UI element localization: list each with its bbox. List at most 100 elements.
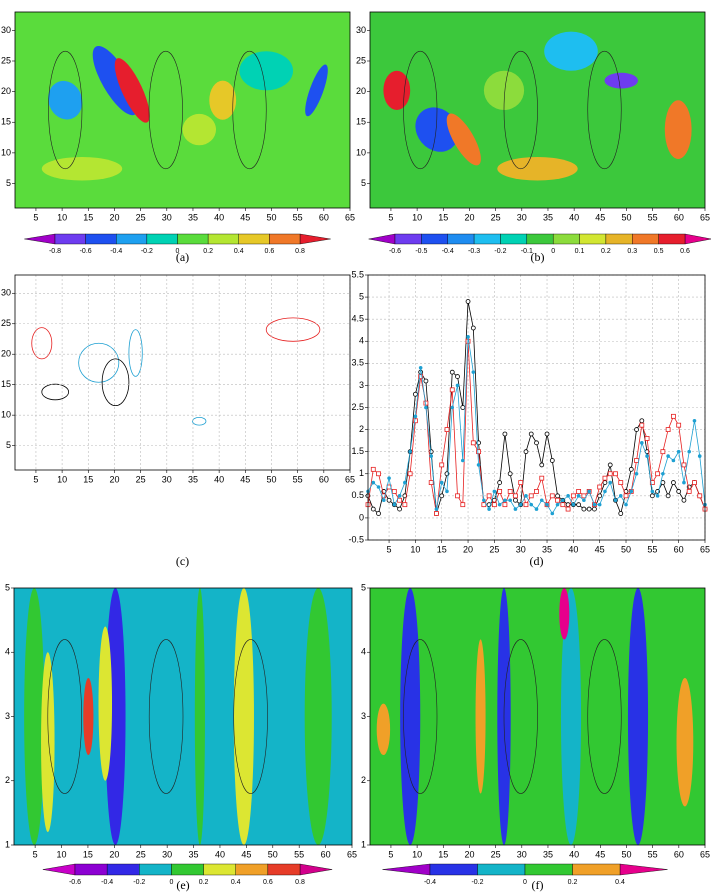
marker xyxy=(603,489,607,494)
marker xyxy=(370,506,376,512)
field-region xyxy=(24,588,45,845)
marker xyxy=(518,502,523,507)
colorbar-end xyxy=(684,233,711,245)
x-tick-label: 65 xyxy=(345,474,355,484)
contour-line xyxy=(503,639,538,794)
x-tick-label: 55 xyxy=(294,849,304,859)
y-tick-label: 1 xyxy=(361,839,366,849)
marker xyxy=(507,489,513,494)
y-tick-label: 15 xyxy=(356,117,366,127)
marker xyxy=(439,480,444,485)
marker xyxy=(429,454,433,458)
x-tick-label: 55 xyxy=(648,849,658,859)
contour-line xyxy=(192,416,207,426)
colorbar-label: 0.4 xyxy=(615,879,625,886)
marker xyxy=(528,431,534,437)
marker xyxy=(534,440,539,446)
colorbar-label: -0.5 xyxy=(415,248,427,255)
marker xyxy=(650,489,655,494)
colorbar-segment xyxy=(421,233,448,245)
x-tick-label: 50 xyxy=(266,212,276,222)
colorbar-label: -0.4 xyxy=(110,248,122,255)
x-tick-label: 30 xyxy=(162,474,172,484)
field-region xyxy=(560,588,582,845)
colorbar-segment xyxy=(526,233,554,245)
marker xyxy=(682,480,686,485)
colorbar-segment xyxy=(146,233,178,245)
marker xyxy=(634,427,639,432)
y-tick-label: 30 xyxy=(356,25,366,35)
x-tick-label: 25 xyxy=(136,849,146,859)
marker xyxy=(370,466,376,472)
marker xyxy=(697,493,703,499)
marker xyxy=(524,494,528,498)
marker xyxy=(491,502,497,508)
marker xyxy=(471,370,476,374)
y-tick-label: 20 xyxy=(356,86,366,96)
x-tick-label: 55 xyxy=(293,474,303,484)
x-tick-label: 30 xyxy=(517,849,527,859)
marker xyxy=(681,462,687,468)
marker xyxy=(634,471,639,476)
marker xyxy=(402,502,408,508)
colorbar-label: -0.6 xyxy=(389,248,401,255)
marker xyxy=(408,449,412,454)
colorbar-label: 0.2 xyxy=(568,879,578,886)
plot-frame xyxy=(369,587,706,846)
colorbar-end xyxy=(42,863,76,876)
x-tick-label: 65 xyxy=(700,849,710,859)
x-tick-label: 10 xyxy=(412,212,422,222)
field-region xyxy=(305,64,328,117)
marker xyxy=(576,494,581,498)
colorbar-segment xyxy=(54,233,86,245)
marker xyxy=(607,462,613,468)
colorbar-label: 0.8 xyxy=(295,879,305,886)
x-tick-label: 30 xyxy=(162,212,172,222)
marker xyxy=(508,498,512,503)
marker xyxy=(623,493,629,499)
marker xyxy=(581,493,587,499)
x-tick-label: 10 xyxy=(57,474,67,484)
marker xyxy=(602,475,608,481)
y-tick-label: 25 xyxy=(1,318,11,328)
marker xyxy=(418,365,423,370)
y-tick-label: 2.5 xyxy=(351,402,364,412)
x-tick-label: 65 xyxy=(700,212,710,222)
contour-line xyxy=(148,639,184,794)
marker xyxy=(481,502,487,508)
x-tick-label: 5 xyxy=(388,212,393,222)
field-region xyxy=(497,157,578,181)
marker xyxy=(497,480,503,485)
marker xyxy=(428,480,434,485)
marker xyxy=(397,494,402,498)
marker xyxy=(676,422,682,428)
colorbar-label: -0.6 xyxy=(69,879,81,886)
marker xyxy=(470,325,476,331)
marker xyxy=(482,498,486,503)
marker xyxy=(671,480,676,485)
marker xyxy=(455,383,460,388)
caption: (f) xyxy=(532,878,544,892)
colorbar-label: 0.1 xyxy=(575,248,585,255)
x-tick-label: 50 xyxy=(621,849,631,859)
plot-area xyxy=(14,588,352,845)
x-tick-label: 50 xyxy=(621,212,631,222)
y-tick-label: 3 xyxy=(5,711,10,721)
marker xyxy=(497,489,503,494)
marker xyxy=(692,418,697,423)
marker xyxy=(624,502,628,507)
x-tick-label: 40 xyxy=(214,474,224,484)
marker xyxy=(592,502,597,507)
x-tick-label: 45 xyxy=(595,544,605,554)
marker xyxy=(555,502,560,507)
marker xyxy=(665,493,671,499)
marker xyxy=(513,493,518,499)
marker xyxy=(613,498,618,503)
marker xyxy=(487,507,491,511)
marker xyxy=(407,471,413,477)
colorbar-label: 0.3 xyxy=(627,248,637,255)
y-tick-label: 4 xyxy=(361,647,366,657)
x-tick-label: 20 xyxy=(109,212,119,222)
marker xyxy=(565,506,571,512)
marker xyxy=(502,431,508,437)
